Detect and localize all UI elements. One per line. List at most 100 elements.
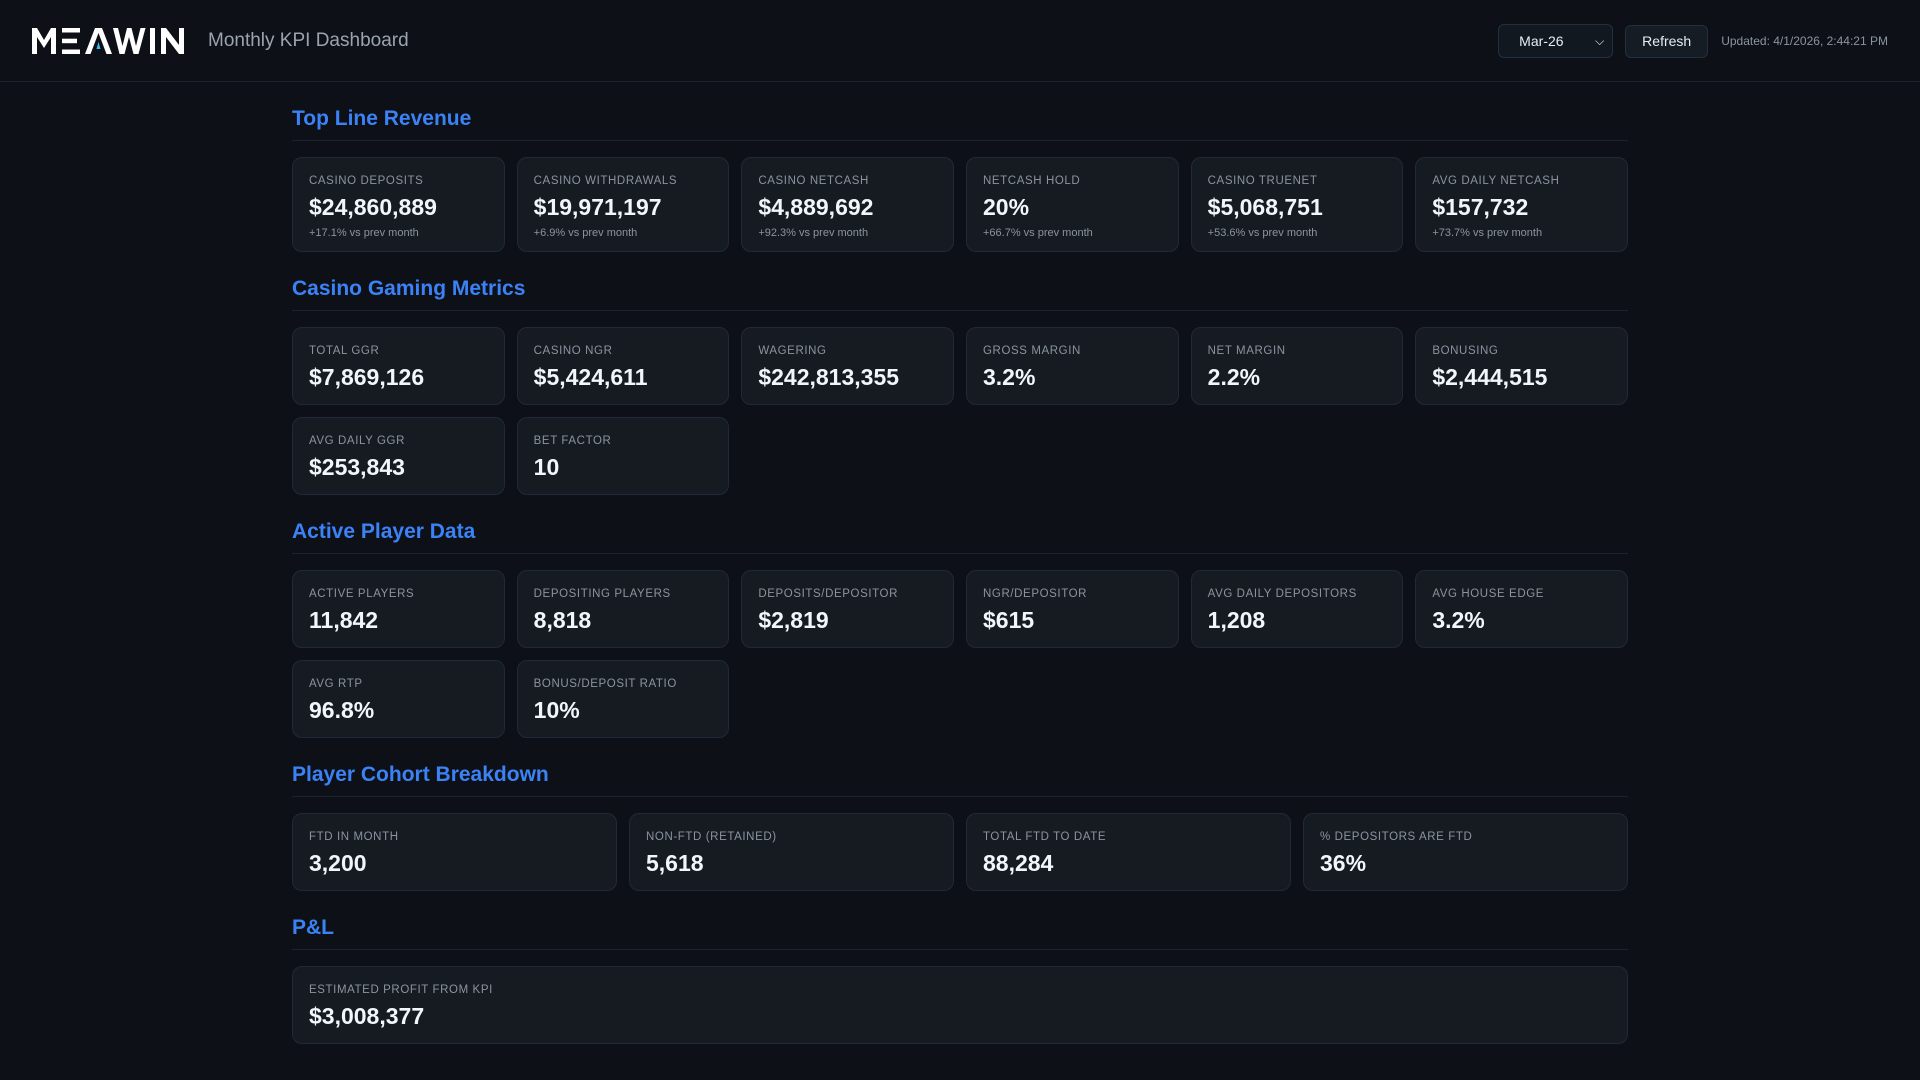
- kpi-label: Depositing Players: [533, 588, 671, 600]
- section-title: Top Line Revenue: [292, 107, 1628, 141]
- kpi-card: Deposits/Depositor $2,819: [741, 570, 954, 648]
- kpi-label: Casino Truenet: [1207, 175, 1318, 187]
- kpi-label: Avg RTP: [309, 678, 363, 690]
- dashboard-main: Top Line Revenue Casino Deposits $24,860,8…: [292, 82, 1628, 1044]
- kpi-grid: Total GGR $7,869,126 Casino NGR $5,424,611 W…: [292, 327, 1628, 495]
- section-active-player-data: Active Player Data Active Players 11,842 De…: [292, 520, 1628, 738]
- kpi-label: Active Players: [309, 588, 415, 600]
- kpi-label: Casino Withdrawals: [533, 175, 678, 187]
- kpi-card: Active Players 11,842: [292, 570, 505, 648]
- kpi-value: 88,284: [983, 850, 1054, 876]
- kpi-label: Bonus/Deposit Ratio: [533, 678, 677, 690]
- kpi-card: % Depositors are FTD 36%: [1303, 813, 1628, 891]
- section-title: Player Cohort Breakdown: [292, 763, 1628, 797]
- kpi-grid: FTD in Month 3,200 Non-FTD (Retained) 5,618…: [292, 813, 1628, 891]
- kpi-card: Total FTD to Date 88,284: [966, 813, 1291, 891]
- refresh-button[interactable]: Refresh: [1625, 24, 1709, 58]
- kpi-card: Gross Margin 3.2%: [966, 327, 1179, 405]
- kpi-value: 10%: [533, 697, 580, 723]
- kpi-label: Wagering: [758, 345, 827, 357]
- kpi-label: Total GGR: [309, 345, 380, 357]
- kpi-card: Casino Netcash $4,889,692 +92.3% vs prev m…: [741, 157, 954, 252]
- kpi-label: Avg Daily Depositors: [1207, 588, 1357, 600]
- kpi-card: Netcash Hold 20% +66.7% vs prev month: [966, 157, 1179, 252]
- kpi-label: Avg Daily Netcash: [1432, 175, 1560, 187]
- month-select[interactable]: Mar-26 ⌵: [1498, 24, 1614, 58]
- section-title: P&L: [292, 916, 1628, 950]
- kpi-card: Wagering $242,813,355: [741, 327, 954, 405]
- kpi-label: Deposits/Depositor: [758, 588, 898, 600]
- kpi-value: 1,208: [1207, 607, 1266, 633]
- section-top-line-revenue: Top Line Revenue Casino Deposits $24,860,8…: [292, 107, 1628, 252]
- kpi-card: Avg Daily Depositors 1,208: [1190, 570, 1404, 648]
- page-title: Monthly KPI Dashboard: [208, 29, 409, 51]
- kpi-card: Avg RTP 96.8%: [292, 660, 505, 738]
- kpi-label: Avg House Edge: [1432, 588, 1545, 600]
- kpi-label: Avg Daily GGR: [309, 435, 405, 447]
- kpi-value: 36%: [1320, 850, 1367, 876]
- kpi-value: 96.8%: [309, 697, 375, 723]
- kpi-card: Casino Truenet $5,068,751 +53.6% vs prev m…: [1190, 157, 1404, 252]
- kpi-value: $5,068,751: [1207, 194, 1323, 220]
- kpi-label: Bet Factor: [533, 435, 612, 447]
- kpi-value: 3,200: [309, 850, 367, 876]
- kpi-grid: Estimated Profit from KPI $3,008,377: [292, 966, 1628, 1044]
- kpi-value: 11,842: [309, 607, 379, 633]
- kpi-value: $7,869,126: [309, 364, 425, 390]
- section-player-cohort-breakdown: Player Cohort Breakdown FTD in Month 3,200…: [292, 763, 1628, 891]
- kpi-value: 2.2%: [1207, 364, 1261, 390]
- kpi-value: $19,971,197: [533, 194, 662, 220]
- kpi-card: Avg Daily GGR $253,843: [292, 417, 505, 495]
- kpi-change: +6.9% vs prev month: [533, 227, 638, 239]
- kpi-value: $5,424,611: [533, 364, 648, 390]
- kpi-card: Avg Daily Netcash $157,732 +73.7% vs prev …: [1415, 157, 1628, 252]
- kpi-label: Casino NGR: [533, 345, 613, 357]
- kpi-label: FTD in Month: [309, 831, 399, 843]
- kpi-value: 3.2%: [1432, 607, 1485, 633]
- kpi-change: +66.7% vs prev month: [983, 227, 1093, 239]
- kpi-grid: Active Players 11,842 Depositing Players 8,…: [292, 570, 1628, 738]
- kpi-value: 5,618: [646, 850, 704, 876]
- kpi-card: Bet Factor 10: [516, 417, 730, 495]
- metawin-logo: [32, 26, 192, 56]
- kpi-card: Casino Withdrawals $19,971,197 +6.9% vs pr…: [516, 157, 730, 252]
- kpi-card: Avg House Edge 3.2%: [1415, 570, 1628, 648]
- kpi-value: 3.2%: [983, 364, 1036, 390]
- kpi-value: $157,732: [1432, 194, 1529, 220]
- kpi-card: Bonusing $2,444,515: [1415, 327, 1628, 405]
- kpi-value: 20%: [983, 194, 1030, 220]
- kpi-value: $615: [983, 607, 1035, 633]
- section-title: Active Player Data: [292, 520, 1628, 554]
- month-select-value: Mar-26: [1519, 33, 1564, 49]
- kpi-card: Depositing Players 8,818: [516, 570, 730, 648]
- kpi-label: NGR/Depositor: [983, 588, 1088, 600]
- kpi-grid: Casino Deposits $24,860,889 +17.1% vs prev…: [292, 157, 1628, 252]
- kpi-value: $2,819: [758, 607, 829, 633]
- kpi-label: Bonusing: [1432, 345, 1499, 357]
- updated-timestamp: Updated: 4/1/2026, 2:44:21 PM: [1721, 34, 1888, 48]
- kpi-value: 8,818: [533, 607, 592, 633]
- kpi-change: +73.7% vs prev month: [1432, 227, 1543, 239]
- kpi-change: +53.6% vs prev month: [1207, 227, 1318, 239]
- kpi-card: Estimated Profit from KPI $3,008,377: [292, 966, 1628, 1044]
- kpi-change: +92.3% vs prev month: [758, 227, 869, 239]
- kpi-label: Total FTD to Date: [983, 831, 1107, 843]
- kpi-card: Casino Deposits $24,860,889 +17.1% vs prev…: [292, 157, 505, 252]
- chevron-down-icon: ⌵: [1595, 34, 1605, 48]
- section-casino-gaming-metrics: Casino Gaming Metrics Total GGR $7,869,126…: [292, 277, 1628, 495]
- kpi-label: % Depositors are FTD: [1320, 831, 1473, 843]
- kpi-card: Bonus/Deposit Ratio 10%: [516, 660, 730, 738]
- kpi-card: Total GGR $7,869,126: [292, 327, 505, 405]
- kpi-value: $4,889,692: [758, 194, 874, 220]
- kpi-label: Casino Netcash: [758, 175, 869, 187]
- section-title: Casino Gaming Metrics: [292, 277, 1628, 311]
- kpi-value: $2,444,515: [1432, 364, 1548, 390]
- kpi-card: NGR/Depositor $615: [966, 570, 1179, 648]
- kpi-value: 10: [533, 454, 560, 480]
- kpi-label: Non-FTD (Retained): [646, 831, 777, 843]
- section-pnl: P&L Estimated Profit from KPI $3,008,377: [292, 916, 1628, 1044]
- kpi-card: FTD in Month 3,200: [292, 813, 617, 891]
- kpi-value: $24,860,889: [309, 194, 437, 220]
- kpi-label: Netcash Hold: [983, 175, 1081, 187]
- kpi-label: Estimated Profit from KPI: [309, 984, 493, 996]
